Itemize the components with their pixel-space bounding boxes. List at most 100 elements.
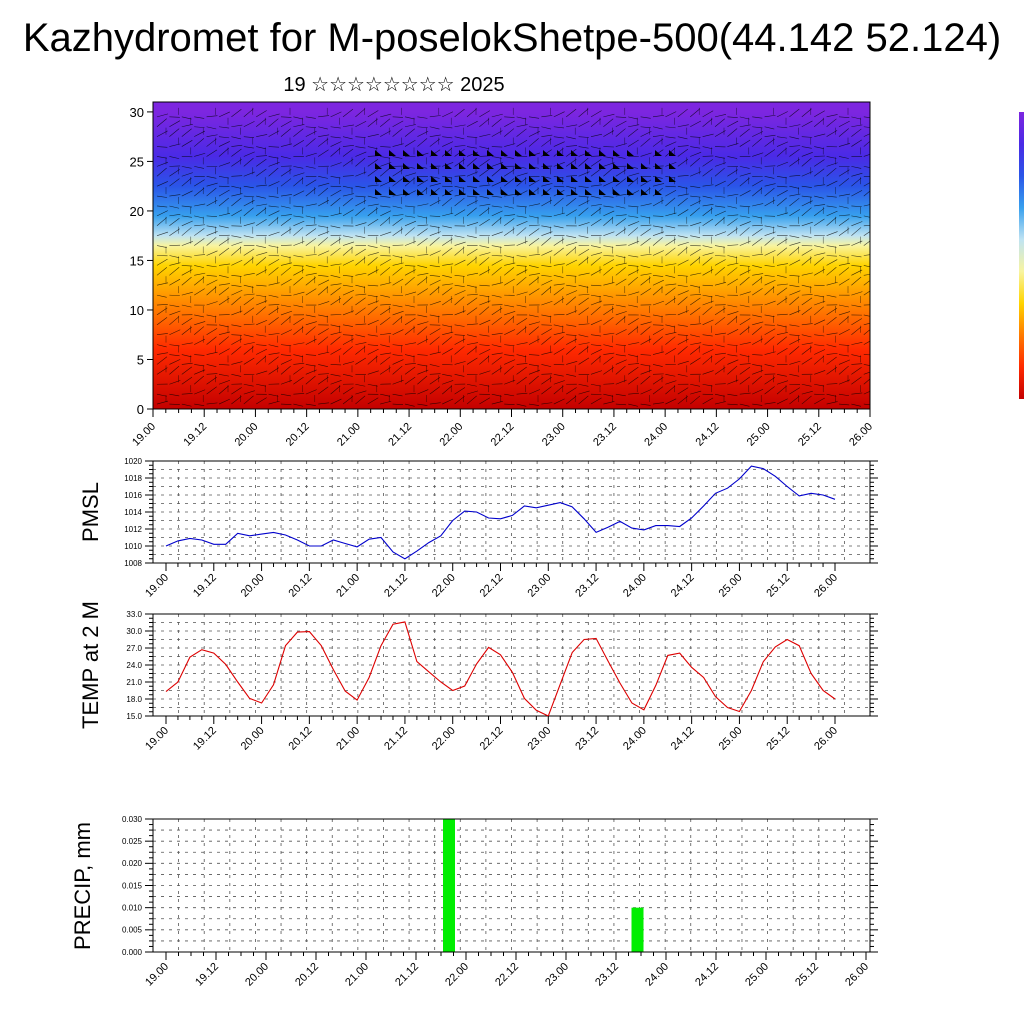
wind-barb <box>318 126 328 130</box>
wind-barb <box>826 231 838 236</box>
wind-barb <box>156 118 167 127</box>
wind-barb <box>752 228 763 236</box>
wind-barb <box>442 111 454 118</box>
wind-barb <box>652 250 664 256</box>
wind-barb <box>504 205 514 209</box>
wind-barb <box>801 357 813 365</box>
wind-barb <box>442 398 454 405</box>
precip-y-label: 0.005 <box>122 926 143 935</box>
wind-pennant <box>543 163 550 169</box>
wind-barb <box>727 244 739 246</box>
wind-barb <box>553 141 565 147</box>
wind-barb <box>156 367 168 375</box>
wind-barb <box>603 259 615 266</box>
wind-barb <box>677 145 689 147</box>
wind-barb <box>776 347 788 355</box>
wind-barb <box>380 205 391 208</box>
wind-barb <box>392 329 404 335</box>
wind-barb <box>764 225 775 228</box>
wind-barb <box>206 328 218 335</box>
wind-barb <box>578 248 590 256</box>
wind-barb <box>256 195 266 199</box>
wind-barb <box>355 136 366 138</box>
wind-barb <box>603 267 614 276</box>
wind-barb <box>504 178 515 187</box>
wind-barb <box>826 367 837 375</box>
wind-barb <box>690 207 701 217</box>
wind-barb <box>714 167 725 177</box>
wind-barb <box>156 393 167 397</box>
wind-barb <box>429 115 441 118</box>
wind-barb <box>566 247 577 256</box>
wind-barb <box>479 383 490 387</box>
wind-barb <box>305 254 317 256</box>
wind-barb <box>603 316 614 326</box>
wind-barb <box>826 180 838 187</box>
wind-barb <box>851 166 862 169</box>
wind-barb <box>218 348 230 355</box>
wind-barb <box>181 403 192 407</box>
wind-barb <box>640 273 652 276</box>
wind-barb <box>541 215 552 217</box>
wind-barb <box>553 111 565 118</box>
wind-barb <box>318 149 329 157</box>
wind-barb <box>665 175 676 179</box>
wind-barb <box>615 228 627 236</box>
wind-barb <box>194 403 205 406</box>
wind-barb <box>665 189 677 197</box>
wind-barb <box>442 348 453 355</box>
wind-barb <box>268 181 280 187</box>
heat-x-label: 23.00 <box>540 421 568 449</box>
wind-barb <box>764 386 775 395</box>
wind-barb <box>429 336 440 345</box>
wind-barb <box>628 376 639 385</box>
wind-pennant <box>473 163 480 169</box>
wind-barb <box>566 275 577 277</box>
wind-barb <box>454 396 465 405</box>
wind-barb <box>392 156 403 159</box>
wind-barb <box>838 359 851 365</box>
wind-barb <box>342 175 354 177</box>
wind-barb <box>863 116 870 118</box>
wind-barb <box>268 167 279 177</box>
temp-y-label: 15.0 <box>126 712 142 721</box>
wind-barb <box>566 209 577 217</box>
wind-barb <box>516 205 527 208</box>
wind-barb <box>380 307 391 316</box>
wind-barb <box>243 248 255 256</box>
wind-barb <box>206 402 218 405</box>
wind-barb <box>863 280 870 286</box>
wind-barb <box>156 210 168 217</box>
wind-barb <box>628 326 639 335</box>
wind-barb <box>553 287 565 296</box>
wind-pennant <box>571 176 578 182</box>
wind-barb <box>293 190 305 197</box>
wind-barb <box>268 118 279 127</box>
wind-barb <box>628 124 640 128</box>
precip-y-label: 0.020 <box>122 859 143 868</box>
wind-barb <box>206 187 217 197</box>
wind-barb <box>603 156 614 159</box>
wind-barb <box>392 194 404 197</box>
wind-barb <box>801 257 812 266</box>
wind-barb <box>194 203 206 207</box>
wind-barb <box>702 257 713 266</box>
wind-barb <box>851 116 862 120</box>
wind-barb <box>466 346 478 355</box>
wind-barb <box>727 393 738 397</box>
wind-barb <box>838 205 849 209</box>
wind-barb <box>380 344 390 348</box>
wind-pennant <box>417 163 424 169</box>
wind-barb <box>516 265 527 267</box>
wind-barb <box>466 157 477 167</box>
wind-barb <box>454 296 465 306</box>
heat-x-label: 19.00 <box>130 421 158 449</box>
wind-barb <box>231 197 242 207</box>
wind-barb <box>268 317 279 326</box>
wind-barb <box>355 297 366 306</box>
wind-barb <box>231 241 243 246</box>
wind-pennant <box>515 150 522 156</box>
wind-barb <box>218 385 229 395</box>
wind-barb <box>714 367 726 375</box>
wind-barb <box>392 205 403 209</box>
